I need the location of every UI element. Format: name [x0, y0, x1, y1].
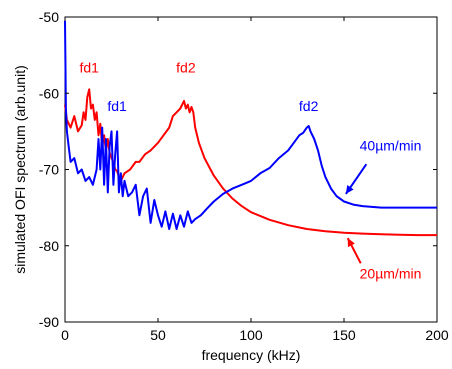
y-tick-label: -70	[39, 162, 59, 178]
x-tick-label: 50	[150, 327, 166, 343]
x-tick-label: 0	[61, 327, 69, 343]
plot-area	[64, 16, 438, 323]
x-tick-label: 100	[239, 327, 263, 343]
x-tick-label: 200	[425, 327, 449, 343]
y-tick-label: -80	[39, 238, 59, 254]
annotation-label: 40µm/min	[360, 137, 422, 153]
series-layer	[64, 20, 437, 237]
y-tick-label: -90	[39, 314, 59, 330]
y-axis-label: simulated OFI spectrum (arb.unit)	[12, 65, 28, 274]
axes-layer: 0 50 100 150 200 -90 -80 -70 -60 -50	[39, 9, 449, 343]
x-tick-label: 150	[332, 327, 356, 343]
arrow-head	[345, 185, 354, 194]
annotation-label: fd1	[79, 60, 99, 76]
x-axis-label: frequency (kHz)	[202, 347, 301, 363]
y-tick-label: -60	[39, 85, 59, 101]
annotations-layer: fd1 fd1 fd2 fd2 40µm/min 20µm/min	[79, 60, 421, 282]
annotation-label: fd2	[299, 98, 319, 114]
arrow-head	[347, 238, 355, 248]
series-line-2	[64, 20, 437, 230]
annotation-label: fd1	[107, 98, 127, 114]
y-tick-label: -50	[39, 9, 59, 25]
series-line-1	[64, 88, 437, 237]
annotation-label: 20µm/min	[360, 266, 422, 282]
annotation-label: fd2	[176, 60, 196, 76]
